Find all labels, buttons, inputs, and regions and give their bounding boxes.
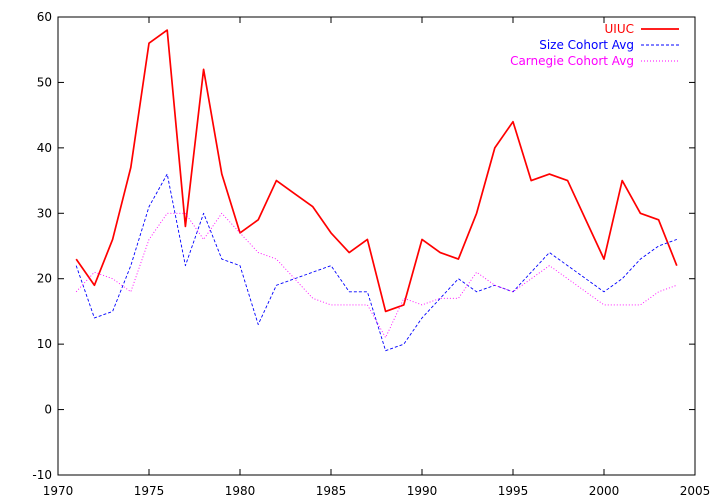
x-tick-label: 1995: [498, 484, 529, 498]
legend-label-1: Size Cohort Avg: [539, 38, 634, 52]
legend-label-2: Carnegie Cohort Avg: [510, 54, 634, 68]
series-layer: [75, 29, 678, 352]
y-tick-label: 50: [37, 75, 52, 89]
series-line-1: [75, 173, 677, 352]
y-tick-label: 30: [37, 206, 52, 220]
y-tick-label: 10: [37, 337, 52, 351]
x-tick-label: 1990: [407, 484, 438, 498]
y-tick-label: 20: [37, 272, 52, 286]
x-tick-label: 1975: [134, 484, 165, 498]
series-line-2: [75, 212, 677, 339]
x-tick-label: 1970: [43, 484, 74, 498]
x-tick-label: 1980: [225, 484, 256, 498]
series-line-0: [75, 29, 678, 313]
plot-frame: [57, 16, 696, 476]
x-axis: 1970 1975 1980 1985 1990 1995 2000 2005: [43, 17, 711, 498]
x-tick-label: 2000: [589, 484, 620, 498]
y-tick-label: 60: [37, 10, 52, 24]
legend-label-0: UIUC: [605, 22, 634, 36]
y-tick-label: 40: [37, 141, 52, 155]
y-tick-label: -10: [32, 468, 52, 482]
x-tick-label: 2005: [680, 484, 711, 498]
y-axis: -10 0 10 20 30 40 50 60: [32, 10, 695, 482]
y-tick-label: 0: [44, 403, 52, 417]
x-tick-label: 1985: [316, 484, 347, 498]
legend: UIUC Size Cohort Avg Carnegie Cohort Avg: [510, 22, 679, 68]
